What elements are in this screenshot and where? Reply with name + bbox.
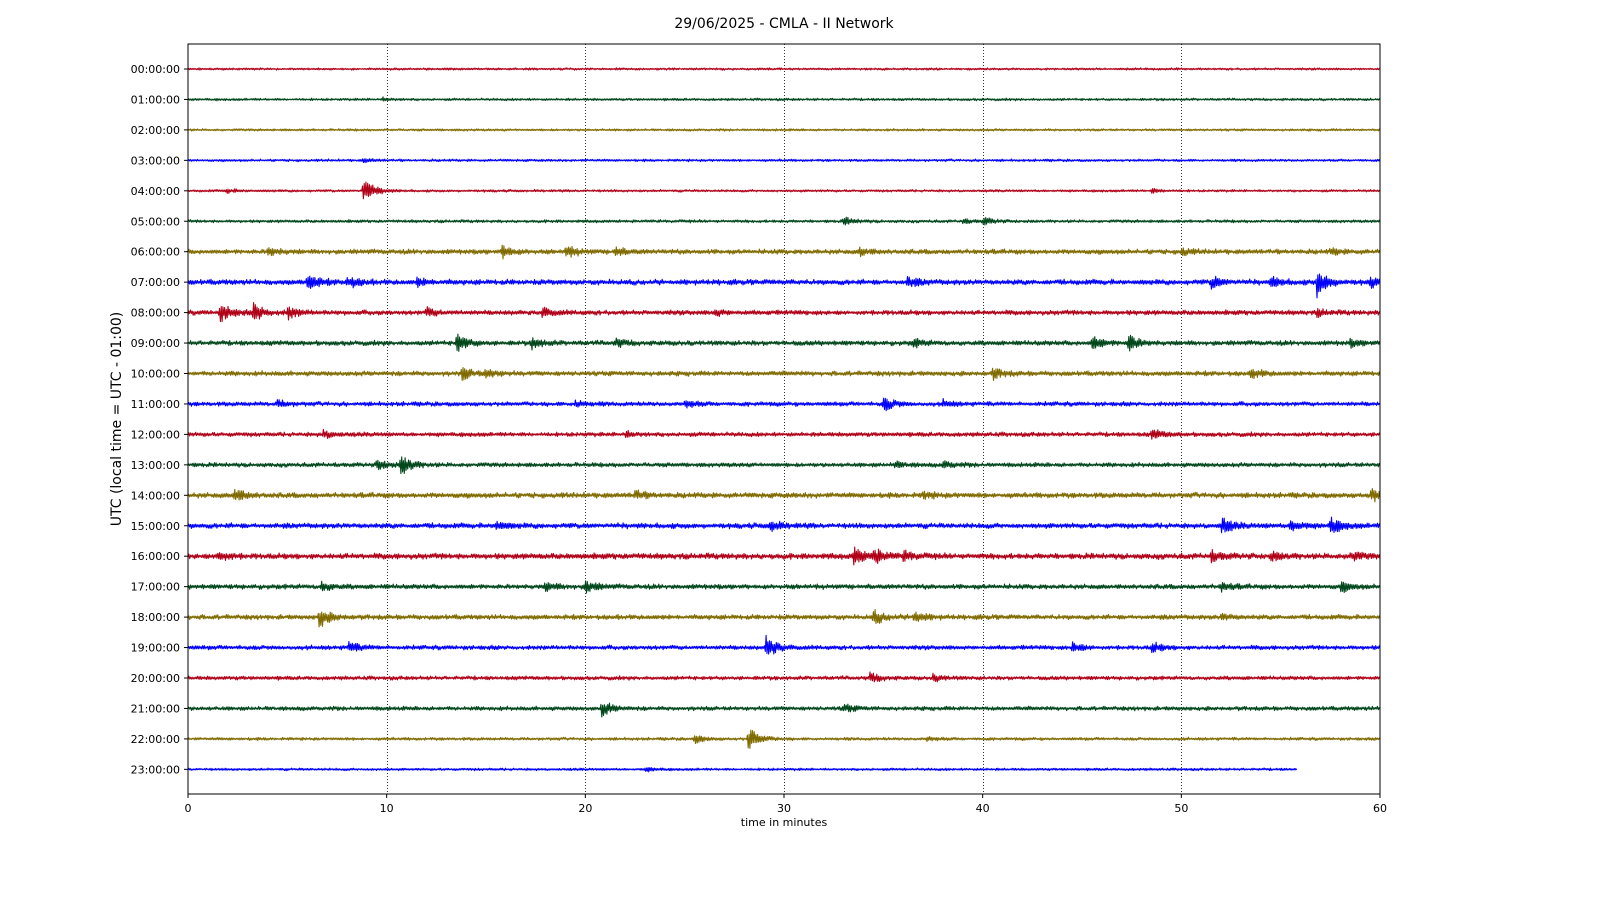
- trace-05-00-00: [187, 216, 1381, 226]
- x-tick-label-6: 60: [1373, 802, 1387, 815]
- x-tick-labels: 0 10 20 30 40 50 60: [185, 794, 1387, 815]
- y-tick-label-7: 07:00:00: [131, 276, 180, 289]
- trace-02-00-00: [187, 128, 1381, 132]
- x-tick-label-3: 30: [777, 802, 791, 815]
- x-tick-label-4: 40: [976, 802, 990, 815]
- y-tick-label-1: 01:00:00: [131, 93, 180, 106]
- seismic-traces: [187, 67, 1381, 773]
- trace-22-00-00: [187, 729, 1381, 749]
- x-axis-label: time in minutes: [741, 816, 828, 829]
- y-tick-label-15: 15:00:00: [131, 520, 180, 533]
- y-tick-label-23: 23:00:00: [131, 763, 180, 776]
- y-tick-label-4: 04:00:00: [131, 185, 180, 198]
- y-tick-label-11: 11:00:00: [131, 398, 180, 411]
- y-tick-label-3: 03:00:00: [131, 154, 180, 167]
- y-tick-label-10: 10:00:00: [131, 368, 180, 381]
- trace-00-00-00: [187, 67, 1381, 71]
- y-tick-label-0: 00:00:00: [131, 63, 180, 76]
- x-tick-label-0: 0: [185, 802, 192, 815]
- trace-15-00-00: [187, 516, 1381, 534]
- trace-14-00-00: [187, 487, 1381, 503]
- y-tick-label-6: 06:00:00: [131, 246, 180, 259]
- y-tick-label-19: 19:00:00: [131, 642, 180, 655]
- y-tick-label-14: 14:00:00: [131, 489, 180, 502]
- trace-18-00-00: [187, 609, 1381, 628]
- trace-06-00-00: [187, 244, 1381, 260]
- y-tick-label-21: 21:00:00: [131, 702, 180, 715]
- y-tick-label-5: 05:00:00: [131, 215, 180, 228]
- trace-23-00-00: [187, 767, 1298, 773]
- y-tick-label-2: 02:00:00: [131, 124, 180, 137]
- x-tick-label-5: 50: [1174, 802, 1188, 815]
- trace-07-00-00: [187, 273, 1381, 299]
- x-tick-label-2: 20: [578, 802, 592, 815]
- trace-10-00-00: [187, 367, 1381, 381]
- trace-09-00-00: [187, 333, 1381, 352]
- x-tick-label-1: 10: [380, 802, 394, 815]
- y-tick-label-22: 22:00:00: [131, 733, 180, 746]
- trace-21-00-00: [187, 702, 1381, 718]
- trace-11-00-00: [187, 397, 1381, 412]
- y-tick-label-12: 12:00:00: [131, 428, 180, 441]
- y-tick-label-8: 08:00:00: [131, 307, 180, 320]
- y-tick-label-20: 20:00:00: [131, 672, 180, 685]
- trace-12-00-00: [187, 428, 1381, 440]
- trace-17-00-00: [187, 580, 1381, 594]
- vertical-gridlines: [387, 44, 1182, 794]
- trace-16-00-00: [187, 546, 1381, 566]
- chart-title: 29/06/2025 - CMLA - II Network: [674, 16, 894, 32]
- trace-19-00-00: [187, 634, 1381, 655]
- y-axis-label: UTC (local time = UTC - 01:00): [109, 312, 125, 527]
- y-tick-label-13: 13:00:00: [131, 459, 180, 472]
- y-tick-label-9: 09:00:00: [131, 337, 180, 350]
- trace-04-00-00: [187, 181, 1381, 200]
- y-tick-label-17: 17:00:00: [131, 581, 180, 594]
- trace-13-00-00: [187, 456, 1381, 475]
- plot-area-frame: [187, 43, 1381, 795]
- y-tick-label-18: 18:00:00: [131, 611, 180, 624]
- y-tick-label-16: 16:00:00: [131, 550, 180, 563]
- trace-08-00-00: [187, 302, 1381, 323]
- trace-01-00-00: [187, 96, 1381, 102]
- y-tick-labels: 00:00:00 01:00:00 02:00:00 03:00:00 04:00:00…: [131, 63, 188, 776]
- trace-03-00-00: [187, 158, 1381, 164]
- trace-20-00-00: [187, 671, 1381, 683]
